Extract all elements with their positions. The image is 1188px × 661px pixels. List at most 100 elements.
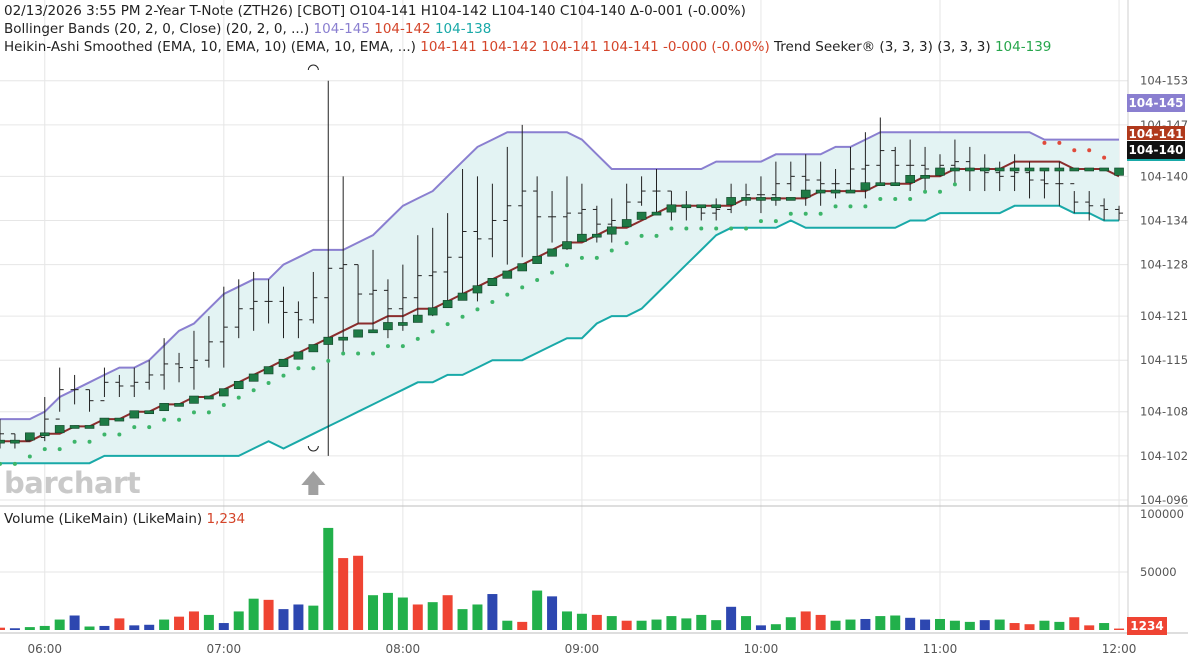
volume-bar [845,619,856,630]
trend-dot-up [341,351,346,356]
volume-value: 1,234 [206,511,246,527]
heikin-ashi-candle [1114,167,1124,176]
volume-bar [726,606,737,630]
trend-seeker-label: Trend Seeker® (3, 3, 3) (3, 3, 3) [774,39,991,55]
trend-dot-up [251,388,256,393]
heikin-ashi-candle [815,189,826,194]
y-tick-label: 104-102 [1140,449,1188,463]
trend-dot-up [848,204,853,209]
volume-bar [935,618,945,630]
bollinger-middle-line [0,160,1120,443]
volume-bar [368,595,379,630]
x-tick-label: 11:00 [923,642,958,656]
volume-bar [427,602,438,630]
heikin-ashi-candle [84,425,95,429]
trend-dot-up [535,277,540,282]
heikin-ashi-candle [771,197,781,201]
heikin-ashi-candle [427,307,438,316]
volume-bar [9,628,20,630]
volume-bar [457,609,468,630]
volume-bar [800,611,811,630]
heikin-ashi-candle [1024,167,1035,172]
volume-bar [203,614,214,630]
trend-dot-up [430,329,435,334]
volume-bar [696,614,707,630]
trend-dot-up [579,255,584,260]
volume-bar [755,625,766,630]
heikin-ashi-candle [979,167,990,172]
volume-bar [681,618,692,630]
heikin-ashi-candle [472,285,483,294]
heikin-ashi-candle [323,336,334,345]
heikin-ashi-legend[interactable]: Heikin-Ashi Smoothed (EMA, 10, EMA, 10) … [4,38,1051,56]
volume-bar [323,527,334,630]
heikin-ashi-candle [547,248,557,257]
volume-bar [353,555,364,630]
heikin-ashi-candle [39,432,50,437]
heikin-ashi-candle [905,175,915,183]
y-tick-label: 104-121 [1140,309,1188,323]
volume-bar [293,604,304,630]
heikin-ashi-candle [353,329,363,338]
volume-tick-label: 100000 [1140,507,1184,521]
heikin-ashi-candle [442,300,453,309]
volume-bar [591,614,602,630]
trend-seeker-value: 104-139 [994,39,1052,55]
heikin-ashi-candle [189,395,199,404]
trend-dot-up [818,211,823,216]
heikin-ashi-candle [398,322,408,326]
trend-dot-up [27,454,32,459]
volume-bar [711,620,722,630]
trend-dot-down [1072,148,1077,153]
trend-dot-up [699,226,704,231]
bollinger-legend[interactable]: Bollinger Bands (20, 2, 0, Close) (20, 2… [4,20,491,38]
heikin-ashi-candle [517,263,528,272]
volume-bar [233,611,244,630]
quote-header: 02/13/2026 3:55 PM 2-Year T-Note (ZTH26)… [4,2,746,20]
barchart-logo: barchart [4,466,141,500]
heikin-ashi-candle [99,417,110,426]
trend-dot-up [550,270,555,275]
volume-bar [666,616,677,630]
volume-legend[interactable]: Volume (LikeMain) (LikeMain) 1,234 [4,511,245,527]
heikin-ashi-candle [696,204,707,209]
axes: 104-153104-147104-140104-134104-128104-1… [27,74,1188,656]
trend-dot-up [714,226,719,231]
volume-bar [1024,624,1035,630]
trend-dot-up [908,197,913,202]
heikin-ashi-candle [845,189,856,194]
heikin-ashi-candle [890,182,901,186]
volume-bar [144,624,155,630]
trend-dot-up [564,263,569,268]
volume-bar [69,615,80,630]
bollinger-label: Bollinger Bands (20, 2, 0, Close) (20, 2… [4,21,310,37]
bollinger-lines [0,131,1120,465]
heikin-ashi-candle [741,197,751,201]
trend-dot-up [385,344,390,349]
volume-bar [561,611,572,630]
bollinger-lower-value: 104-138 [434,21,492,37]
trend-dot-up [117,432,122,437]
bollinger-lower-line [0,204,1119,465]
bollinger-mid-value: 104-142 [374,21,431,37]
trend-dot-up [42,447,47,452]
volume-bar [1069,617,1080,630]
trend-dot-up [654,233,659,238]
trend-dot-up [938,189,942,194]
trend-dot-up [191,410,196,415]
y-tick-label: 104-115 [1140,353,1188,367]
volume-bar [860,618,871,630]
spike-cap-top [307,64,319,71]
trend-dot-up [72,439,77,444]
heikin-ashi-candle [0,439,5,444]
heikin-ashi-candle [606,226,617,235]
heikin-ashi-candle [1069,167,1080,172]
volume-bar [770,624,781,630]
volume-bar [994,619,1005,630]
trend-dot-up [594,255,599,260]
trend-dot-up [281,373,286,378]
volume-bar [24,627,35,630]
volume-bar [472,604,483,630]
ohlc-bars [0,80,1124,456]
